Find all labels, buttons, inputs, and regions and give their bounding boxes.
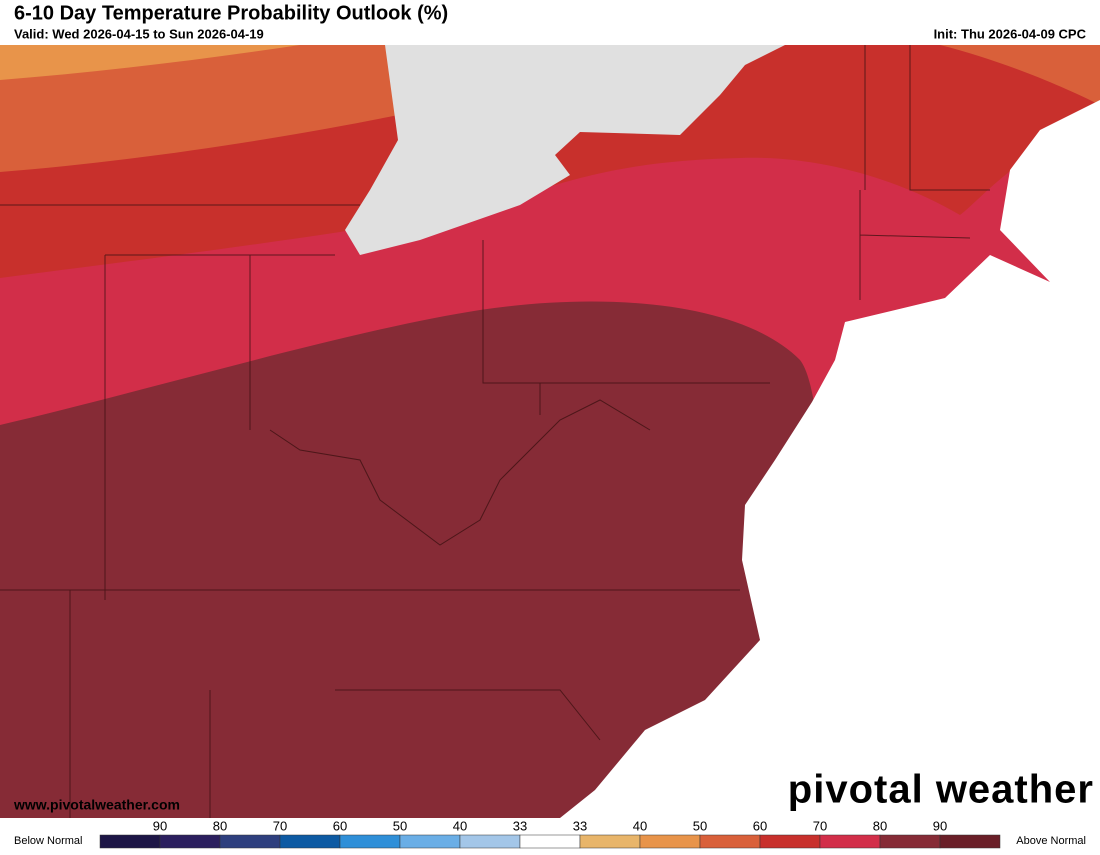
legend-tick-label: 50 <box>393 818 407 833</box>
title: 6-10 Day Temperature Probability Outlook… <box>14 2 448 24</box>
legend-tick-label: 40 <box>453 818 467 833</box>
init-time: Init: Thu 2026-04-09 CPC <box>934 26 1087 41</box>
legend: Below Normal Above Normal 90 80 70 60 50 40 33… <box>0 818 1100 850</box>
prob-60-ne-region <box>940 45 1100 105</box>
legend-high-label: Above Normal <box>1016 835 1086 847</box>
great-lakes <box>345 45 785 255</box>
legend-tick-label: 80 <box>213 818 227 833</box>
legend-tick-label: 70 <box>273 818 287 833</box>
legend-low-label: Below Normal <box>14 835 82 847</box>
legend-swatch <box>879 834 941 849</box>
legend-tick-label: 80 <box>873 818 887 833</box>
legend-swatch <box>339 834 401 849</box>
legend-swatch <box>519 834 581 849</box>
prob-60-region <box>0 45 398 172</box>
legend-swatch <box>579 834 641 849</box>
map <box>0 45 1100 818</box>
valid-time: Valid: Wed 2026-04-15 to Sun 2026-04-19 <box>14 26 264 41</box>
legend-swatch <box>759 834 821 849</box>
legend-swatch <box>699 834 761 849</box>
legend-swatch <box>99 834 161 849</box>
legend-tick-label: 50 <box>693 818 707 833</box>
prob-50-region <box>0 45 300 80</box>
legend-tick-label: 33 <box>573 818 587 833</box>
legend-swatch <box>279 834 341 849</box>
legend-tick-label: 90 <box>153 818 167 833</box>
legend-swatch <box>819 834 881 849</box>
legend-tick-label: 60 <box>333 818 347 833</box>
legend-swatch <box>219 834 281 849</box>
legend-tick-label: 60 <box>753 818 767 833</box>
legend-swatch <box>639 834 701 849</box>
legend-swatch <box>459 834 521 849</box>
legend-tick-label: 33 <box>513 818 527 833</box>
legend-tick-label: 40 <box>633 818 647 833</box>
watermark: www.pivotalweather.com <box>13 797 180 813</box>
legend-swatch <box>399 834 461 849</box>
atlantic-ocean <box>560 100 1100 818</box>
legend-tick-label: 90 <box>933 818 947 833</box>
logo: pivotal weather <box>788 768 1094 812</box>
prob-90-region <box>0 301 825 818</box>
legend-tick-label: 70 <box>813 818 827 833</box>
legend-swatch <box>159 834 221 849</box>
legend-swatch <box>939 834 1001 849</box>
